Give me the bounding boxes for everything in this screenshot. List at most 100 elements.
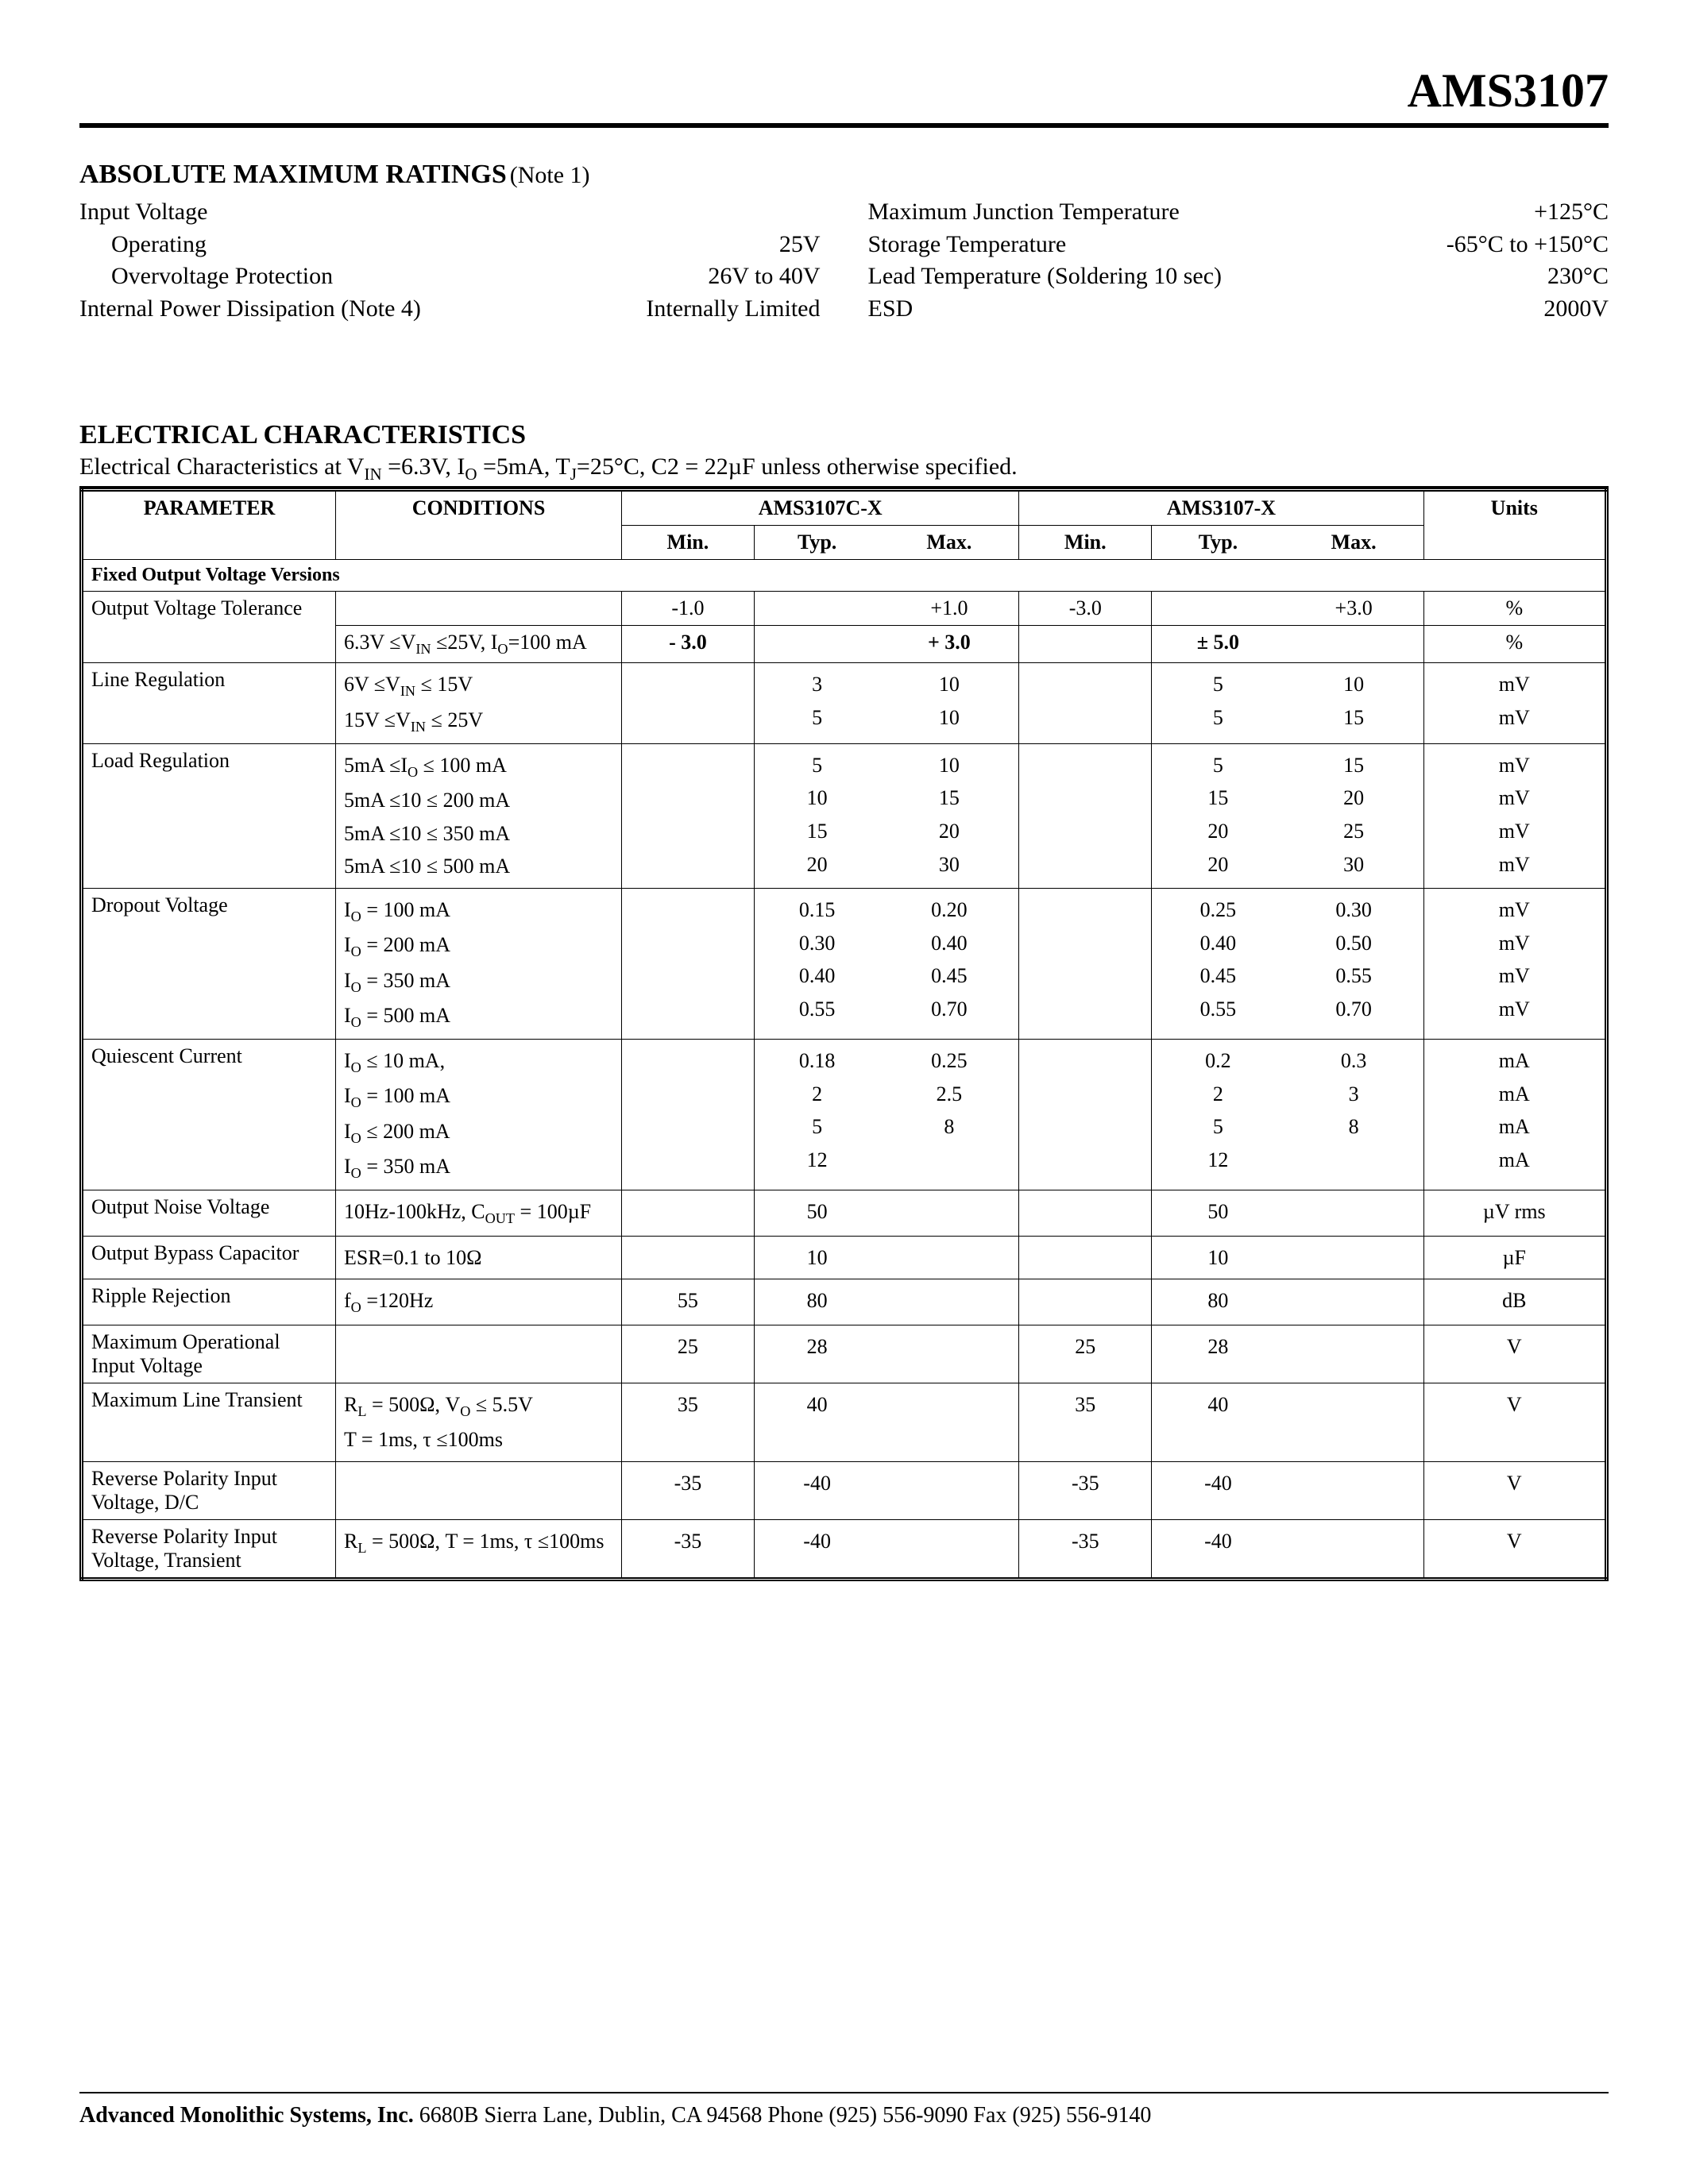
table-row: Reverse Polarity Input Voltage, D/C-35-4…: [82, 1461, 1607, 1519]
amr-section: ABSOLUTE MAXIMUM RATINGS (Note 1) Input …: [79, 160, 1609, 325]
cell-val: 25: [622, 1325, 755, 1383]
th-group-b: AMS3107-X: [1019, 490, 1423, 526]
table-row: Maximum Line TransientRL = 500Ω, VO ≤ 5.…: [82, 1383, 1607, 1461]
cell-val: -40: [754, 1519, 879, 1579]
cell-val: [879, 1279, 1018, 1325]
ec-subtitle: Electrical Characteristics at VIN =6.3V,…: [79, 453, 1609, 488]
cell-val: [622, 663, 755, 744]
cell-val: 35: [1019, 1383, 1152, 1461]
cell-val: 0.300.500.550.70: [1284, 888, 1423, 1039]
cell-val: 0.150.300.400.55: [754, 888, 879, 1039]
amr-value: +125°C: [1534, 196, 1609, 229]
table-row: Line Regulation6V ≤VIN ≤ 15V15V ≤VIN ≤ 2…: [82, 663, 1607, 744]
cell-cond: IO = 100 mAIO = 200 mAIO = 350 mAIO = 50…: [336, 888, 622, 1039]
amr-label: Lead Temperature (Soldering 10 sec): [868, 260, 1223, 293]
amr-right-col: Maximum Junction Temperature+125°CStorag…: [868, 196, 1609, 325]
amr-row: Storage Temperature-65°C to +150°C: [868, 229, 1609, 261]
th-typ: Typ.: [754, 526, 879, 560]
cell-cond: 6.3V ≤VIN ≤25V, IO=100 mA: [336, 626, 622, 663]
cell-param: Load Regulation: [82, 743, 336, 888]
header-rule: [79, 123, 1609, 128]
th-min: Min.: [622, 526, 755, 560]
cell-val: [1019, 626, 1152, 663]
cell-val: [1284, 1279, 1423, 1325]
amr-row: Maximum Junction Temperature+125°C: [868, 196, 1609, 229]
cell-val: 0.22512: [1152, 1040, 1284, 1190]
amr-value: Internally Limited: [646, 293, 820, 326]
table-row: Ripple RejectionfO =120Hz5580 80 dB: [82, 1279, 1607, 1325]
cell-cond: RL = 500Ω, T = 1ms, τ ≤100ms: [336, 1519, 622, 1579]
cell-val: 50: [1152, 1190, 1284, 1236]
cell-val: [1019, 743, 1152, 888]
th-conditions: CONDITIONS: [336, 490, 622, 560]
cell-val: [1019, 1040, 1152, 1190]
cell-val: 1015: [1284, 663, 1423, 744]
cell-param: Line Regulation: [82, 663, 336, 744]
cell-val: [1284, 1190, 1423, 1236]
cell-cond: 10Hz-100kHz, COUT = 100µF: [336, 1190, 622, 1236]
cell-cond: [336, 1461, 622, 1519]
cell-val: + 3.0: [879, 626, 1018, 663]
ec-table: PARAMETER CONDITIONS AMS3107C-X AMS3107-…: [79, 488, 1609, 1581]
cell-cond: [336, 1325, 622, 1383]
cell-unit: mVmV: [1423, 663, 1606, 744]
table-row: Output Voltage Tolerance-1.0+1.0-3.0+3.0…: [82, 592, 1607, 626]
cell-val: [1152, 592, 1284, 626]
cell-val: -35: [622, 1519, 755, 1579]
cell-param: Output Noise Voltage: [82, 1190, 336, 1236]
amr-value: -65°C to +150°C: [1447, 229, 1609, 261]
cell-unit: %: [1423, 592, 1606, 626]
cell-param: Output Bypass Capacitor: [82, 1236, 336, 1279]
footer-rest: 6680B Sierra Lane, Dublin, CA 94568 Phon…: [414, 2103, 1152, 2128]
cell-val: -35: [1019, 1519, 1152, 1579]
cell-unit: V: [1423, 1461, 1606, 1519]
cell-val: 10152030: [879, 743, 1018, 888]
cell-val: +3.0: [1284, 592, 1423, 626]
cell-unit: V: [1423, 1325, 1606, 1383]
amr-label: Overvoltage Protection: [111, 260, 333, 293]
table-row: Output Noise Voltage10Hz-100kHz, COUT = …: [82, 1190, 1607, 1236]
cell-param: Quiescent Current: [82, 1040, 336, 1190]
cell-val: 55: [622, 1279, 755, 1325]
cell-val: [879, 1461, 1018, 1519]
th-max: Max.: [879, 526, 1018, 560]
amr-value: 25V: [779, 229, 821, 261]
page-footer: Advanced Monolithic Systems, Inc. 6680B …: [79, 2092, 1609, 2128]
cell-val: 0.252.58: [879, 1040, 1018, 1190]
ec-title: ELECTRICAL CHARACTERISTICS: [79, 420, 526, 450]
cell-val: [1019, 1279, 1152, 1325]
amr-label: ESD: [868, 293, 914, 326]
cell-val: [622, 1190, 755, 1236]
th-parameter: PARAMETER: [82, 490, 336, 560]
cell-val: 10: [754, 1236, 879, 1279]
th-max: Max.: [1284, 526, 1423, 560]
table-row: Dropout VoltageIO = 100 mAIO = 200 mAIO …: [82, 888, 1607, 1039]
cell-param: Reverse Polarity Input Voltage, Transien…: [82, 1519, 336, 1579]
table-row: Load Regulation5mA ≤IO ≤ 100 mA5mA ≤10 ≤…: [82, 743, 1607, 888]
cell-val: 15202530: [1284, 743, 1423, 888]
section-label: Fixed Output Voltage Versions: [82, 560, 1607, 592]
cell-val: [622, 1236, 755, 1279]
cell-val: [754, 592, 879, 626]
cell-val: ± 5.0: [1152, 626, 1284, 663]
cell-unit: mVmVmVmV: [1423, 743, 1606, 888]
cell-val: 5152020: [1152, 743, 1284, 888]
amr-row: Operating25V: [79, 229, 821, 261]
table-row: Reverse Polarity Input Voltage, Transien…: [82, 1519, 1607, 1579]
cell-val: [622, 888, 755, 1039]
cell-val: [1284, 1461, 1423, 1519]
cell-cond: [336, 592, 622, 626]
cell-val: [754, 626, 879, 663]
cell-val: 1010: [879, 663, 1018, 744]
cell-val: 28: [754, 1325, 879, 1383]
cell-param: Output Voltage Tolerance: [82, 592, 336, 663]
cell-val: 80: [1152, 1279, 1284, 1325]
cell-unit: mVmVmVmV: [1423, 888, 1606, 1039]
cell-unit: V: [1423, 1519, 1606, 1579]
th-group-a: AMS3107C-X: [622, 490, 1019, 526]
cell-cond: RL = 500Ω, VO ≤ 5.5VT = 1ms, τ ≤100ms: [336, 1383, 622, 1461]
cell-val: 0.250.400.450.55: [1152, 888, 1284, 1039]
cell-val: 55: [1152, 663, 1284, 744]
cell-val: [879, 1325, 1018, 1383]
cell-val: [1284, 626, 1423, 663]
